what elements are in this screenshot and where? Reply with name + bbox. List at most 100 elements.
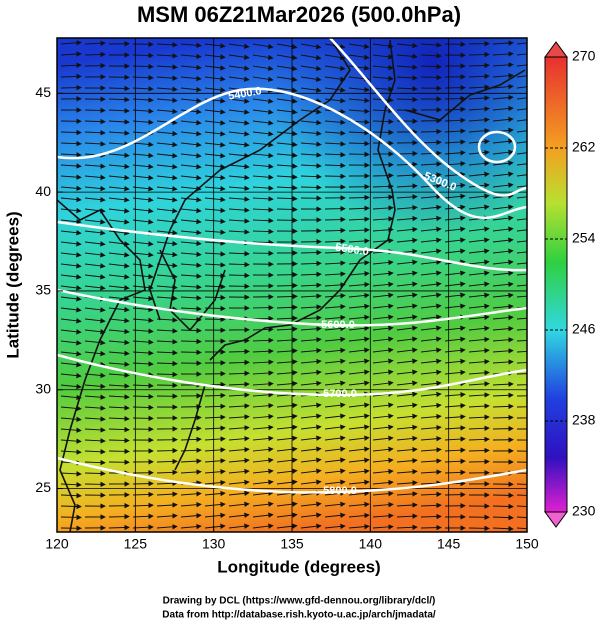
- streamline-arrow: [276, 87, 298, 93]
- streamline-arrow: [276, 282, 298, 289]
- streamline-arrow: [84, 307, 106, 313]
- streamline-arrow: [252, 348, 274, 354]
- streamline-arrow: [276, 152, 298, 158]
- streamline-arrow: [276, 109, 298, 115]
- streamline-arrow: [276, 457, 298, 463]
- streamline-arrow: [228, 381, 250, 387]
- streamline-arrow: [420, 347, 442, 353]
- streamline-arrow: [492, 337, 514, 343]
- colorbar: 230 238 246 254 262 270: [544, 41, 596, 528]
- streamline-arrow: [180, 240, 202, 247]
- streamline-arrow: [324, 457, 346, 463]
- streamline-arrow: [60, 129, 82, 136]
- streamline-arrow: [396, 86, 418, 92]
- streamline-arrow: [372, 402, 394, 408]
- streamline-arrow: [492, 392, 514, 398]
- streamline-arrow: [396, 42, 418, 49]
- streamline-arrow: [84, 196, 106, 203]
- streamline-arrow: [372, 259, 394, 266]
- streamline-arrow: [372, 54, 394, 60]
- y-tick-label: 30: [35, 380, 51, 396]
- streamline-arrow: [84, 383, 106, 390]
- streamline-arrow: [252, 413, 274, 420]
- streamline-arrow: [228, 523, 250, 529]
- streamline-arrow: [276, 130, 298, 137]
- streamline-arrow: [252, 501, 274, 507]
- colorbar-tick-label: 238: [572, 412, 596, 428]
- streamline-arrow: [180, 327, 202, 334]
- streamline-arrow: [396, 380, 418, 386]
- streamline-arrow: [156, 371, 178, 378]
- streamline-arrow: [60, 318, 82, 324]
- streamline-arrow: [324, 271, 346, 277]
- streamline-arrow: [132, 208, 154, 214]
- contour: [57, 87, 527, 219]
- streamline-arrow: [60, 207, 82, 214]
- streamline-arrow: [300, 446, 322, 452]
- streamline-arrow: [468, 128, 490, 134]
- streamline-arrow: [420, 402, 442, 409]
- x-tick-label: 120: [45, 536, 69, 552]
- streamline-arrow: [204, 54, 226, 60]
- y-tick-label: 25: [35, 479, 51, 495]
- streamline-arrow: [228, 272, 250, 279]
- streamline-arrow: [468, 436, 490, 443]
- streamline-arrow: [132, 480, 154, 487]
- streamline-arrow: [252, 174, 274, 180]
- contour-label: 5800.0: [323, 485, 357, 497]
- streamline-arrow: [300, 54, 322, 61]
- streamline-arrow: [324, 325, 346, 332]
- streamline-arrow: [156, 42, 178, 48]
- streamline-arrow: [324, 87, 346, 93]
- streamline-arrow: [132, 306, 154, 313]
- streamline-arrow: [492, 237, 514, 243]
- streamline-arrow: [60, 296, 82, 302]
- streamline-arrow: [396, 391, 418, 397]
- streamline-arrow: [132, 86, 154, 92]
- streamline-arrow: [348, 216, 370, 222]
- streamline-arrow: [348, 194, 370, 201]
- streamline-arrow: [204, 120, 226, 126]
- streamline-arrow: [348, 97, 370, 104]
- plot-area: 5300.0 5400.0 5500.0 5600.0 5700.0 5800.…: [57, 38, 527, 532]
- streamline-arrow: [228, 174, 250, 181]
- streamline-arrow: [156, 328, 178, 334]
- streamline-arrow: [420, 458, 442, 464]
- streamline-arrow: [108, 263, 130, 269]
- streamline-arrow: [468, 370, 490, 376]
- streamline-arrow: [252, 109, 274, 115]
- streamline-arrow: [324, 76, 346, 82]
- streamline-arrow: [420, 424, 442, 431]
- streamline-arrow: [348, 380, 370, 386]
- streamline-arrow: [492, 292, 514, 299]
- streamline-arrow: [300, 130, 322, 137]
- streamline-arrow: [468, 281, 490, 287]
- streamline-arrow: [372, 446, 394, 453]
- streamline-arrow: [396, 150, 418, 157]
- streamline-arrow: [324, 282, 346, 288]
- streamline-arrow: [324, 152, 346, 158]
- streamline-arrow: [132, 52, 154, 59]
- streamline-arrow: [324, 369, 346, 375]
- streamline-arrow: [372, 490, 394, 497]
- streamline-arrow: [300, 501, 322, 507]
- y-tick-label: 40: [35, 183, 51, 199]
- contour: [329, 38, 527, 197]
- streamline-arrow: [276, 424, 298, 431]
- streamline-arrow: [132, 502, 154, 509]
- streamline-arrow: [156, 349, 178, 356]
- x-tick-label: 135: [280, 536, 304, 552]
- colorbar-tick-label: 230: [572, 503, 596, 519]
- streamline-arrow: [396, 325, 418, 331]
- streamline-arrow: [204, 294, 226, 301]
- streamline-arrow: [180, 196, 202, 203]
- streamline-arrow: [156, 251, 178, 258]
- streamline-arrow: [60, 340, 82, 346]
- streamline-arrow: [204, 174, 226, 181]
- streamline-arrow: [228, 142, 250, 148]
- streamline-arrow: [204, 76, 226, 82]
- streamline-arrow: [420, 303, 442, 309]
- streamline-arrow: [228, 479, 250, 486]
- streamline-arrow: [468, 226, 490, 232]
- streamline-arrow: [420, 161, 442, 167]
